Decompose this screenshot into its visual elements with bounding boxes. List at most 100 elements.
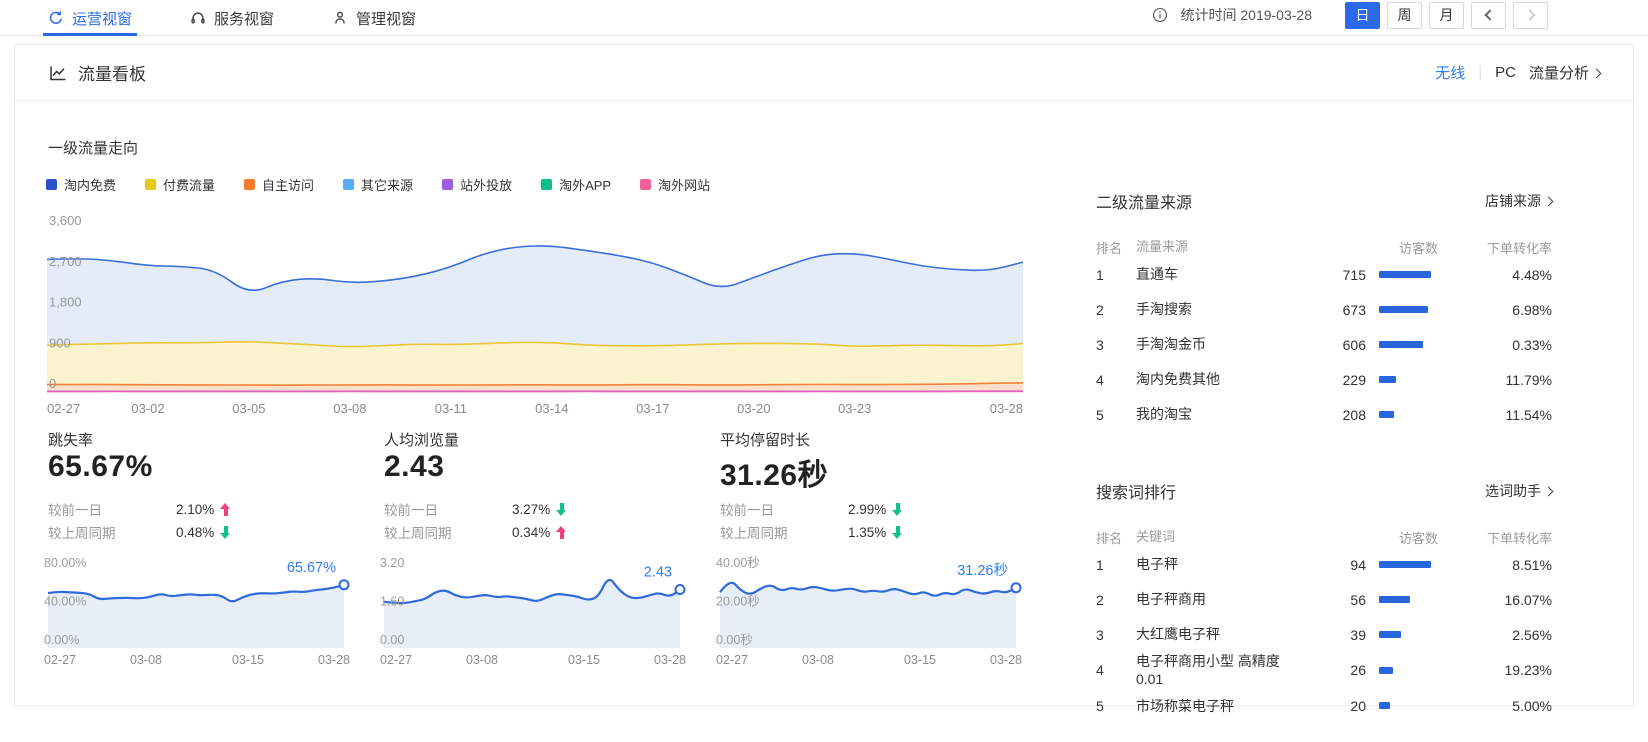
tab-management-view[interactable]: 管理视窗 [332, 0, 416, 36]
table-row[interactable]: 2 电子秤商用 56 16.07% [1096, 582, 1552, 617]
table-cell: 26 [1350, 662, 1366, 679]
period-day-button[interactable]: 日 [1345, 1, 1380, 29]
chevron-right-icon [1523, 9, 1536, 21]
secondary-traffic-source-panel: 二级流量来源 店铺来源 排名 流量来源 访客数 下单转化率 1 直通车 715 4.4… [1096, 189, 1554, 432]
main-tabs: 运营视窗 服务视窗 管理视窗 [42, 0, 416, 36]
visitors-bar [1366, 631, 1438, 638]
kpi-compare-row: 较前一日 2.99% [720, 499, 903, 519]
legend-item-0[interactable]: 淘内免费 [46, 175, 116, 194]
stat-time-label: 统计时间 2019-03-28 [1180, 7, 1312, 23]
visitors-bar [1366, 596, 1438, 603]
tab-service-view[interactable]: 服务视窗 [190, 0, 274, 36]
svg-text:03-15: 03-15 [232, 653, 264, 667]
trend-arrow-icon [892, 502, 903, 516]
kpi-title: 人均浏览量 [384, 432, 460, 449]
kpi-compare-row: 较上周同期 0.48% [48, 522, 231, 542]
svg-text:31.26秒: 31.26秒 [957, 562, 1008, 579]
chevron-right-icon [1543, 196, 1554, 207]
traffic-analysis-link[interactable]: 流量分析 [1529, 62, 1602, 83]
svg-text:80.00%: 80.00% [44, 556, 86, 570]
trend-arrow-icon [220, 525, 231, 539]
legend-item-6[interactable]: 淘外网站 [640, 175, 710, 194]
svg-text:03-14: 03-14 [535, 401, 568, 416]
shop-source-link[interactable]: 店铺来源 [1485, 191, 1554, 211]
visitors-bar [1366, 702, 1438, 710]
table-cell: 673 [1342, 301, 1366, 318]
kpi-value: 31.26秒 [720, 459, 829, 492]
svg-text:03-17: 03-17 [636, 401, 669, 416]
period-month-button[interactable]: 月 [1429, 1, 1464, 29]
legend-item-3[interactable]: 其它来源 [343, 175, 413, 194]
table-cell: 6.98% [1512, 301, 1552, 318]
table-row[interactable]: 3 手淘淘金币 606 0.33% [1096, 327, 1552, 362]
svg-text:03-28: 03-28 [654, 653, 686, 667]
sync-icon [49, 11, 63, 24]
svg-text:900: 900 [49, 335, 71, 350]
period-week-button[interactable]: 周 [1387, 1, 1422, 29]
table-cell: 2.56% [1512, 626, 1552, 643]
legend-swatch [46, 179, 57, 190]
table-cell: 3 [1096, 626, 1104, 643]
keyword-helper-link[interactable]: 选词助手 [1485, 481, 1554, 501]
legend-swatch [244, 179, 256, 190]
svg-text:0: 0 [49, 376, 56, 391]
table-row[interactable]: 1 电子秤 94 8.51% [1096, 547, 1552, 582]
legend-item-2[interactable]: 自主访问 [244, 175, 314, 194]
tab-label: 运营视窗 [72, 10, 133, 28]
legend-swatch [640, 179, 652, 190]
table-cell: 电子秤 [1136, 556, 1178, 573]
table-cell: 2 [1096, 591, 1104, 608]
channel-wireless-link[interactable]: 无线 [1435, 65, 1466, 82]
next-period-button[interactable] [1513, 1, 1548, 29]
traffic-trend-chart: 0 900 1,800 2,700 3,600 02-27 03-02 03-05 03-08 0… [46, 213, 1024, 416]
table-row[interactable]: 1 直通车 715 4.48% [1096, 257, 1552, 292]
table-cell: 0.33% [1512, 336, 1552, 353]
table-row[interactable]: 5 市场称菜电子秤 20 5.00% [1096, 688, 1552, 723]
table-row[interactable]: 4 淘内免费其他 229 11.79% [1096, 362, 1552, 397]
table-cell: 4 [1096, 662, 1104, 679]
svg-text:0.00: 0.00 [380, 633, 404, 647]
svg-text:03-23: 03-23 [838, 401, 871, 416]
table-row[interactable]: 5 我的淘宝 208 11.54% [1096, 397, 1552, 432]
table-cell: 市场称菜电子秤 [1136, 697, 1234, 714]
table-row[interactable]: 4 电子秤商用小型 高精度 0.01 26 19.23% [1096, 652, 1552, 688]
table-cell: 电子秤商用 [1136, 591, 1206, 608]
table-row[interactable]: 2 手淘搜索 673 6.98% [1096, 292, 1552, 327]
table-row[interactable]: 3 大红鹰电子秤 39 2.56% [1096, 617, 1552, 652]
visitors-bar [1366, 306, 1438, 313]
table-cell: 3 [1096, 336, 1104, 353]
svg-text:02-27: 02-27 [44, 653, 76, 667]
headset-icon [191, 12, 205, 24]
table-cell: 606 [1342, 336, 1366, 353]
table-cell: 5.00% [1512, 697, 1552, 714]
table-cell: 20 [1350, 697, 1366, 714]
svg-text:03-15: 03-15 [904, 653, 936, 667]
svg-text:0.00秒: 0.00秒 [716, 633, 753, 647]
card-content: 一级流量走向 淘内免费 付费流量 自主访问 其它来源 站外投放 淘外APP 淘外网站 0 90… [15, 101, 1633, 714]
svg-text:03-20: 03-20 [737, 401, 770, 416]
svg-text:40.00%: 40.00% [44, 595, 86, 609]
visitors-bar [1366, 376, 1438, 383]
svg-text:03-28: 03-28 [990, 653, 1022, 667]
trend-legend: 淘内免费 付费流量 自主访问 其它来源 站外投放 淘外APP 淘外网站 [46, 175, 710, 194]
kpi-value: 2.43 [384, 450, 445, 483]
table-cell: 1 [1096, 556, 1104, 573]
legend-item-1[interactable]: 付费流量 [145, 175, 215, 194]
legend-label: 自主访问 [262, 178, 315, 193]
divider: | [1478, 64, 1483, 81]
tab-operation-view[interactable]: 运营视窗 [42, 0, 138, 36]
kpi-value: 65.67% [48, 450, 153, 483]
table-cell: 4.48% [1512, 266, 1552, 283]
prev-period-button[interactable] [1471, 1, 1506, 29]
table-header: 排名 关键词 访客数 下单转化率 [1096, 528, 1552, 546]
chevron-left-icon [1483, 9, 1496, 21]
trend-arrow-icon [220, 502, 231, 516]
channel-pc-link[interactable]: PC [1495, 64, 1516, 81]
svg-text:03-05: 03-05 [232, 401, 265, 416]
legend-item-5[interactable]: 淘外APP [541, 175, 611, 194]
legend-item-4[interactable]: 站外投放 [442, 175, 512, 194]
legend-swatch [343, 179, 355, 190]
tab-label: 服务视窗 [214, 10, 275, 28]
table-cell: 11.79% [1505, 371, 1552, 388]
info-icon[interactable] [1152, 7, 1168, 23]
